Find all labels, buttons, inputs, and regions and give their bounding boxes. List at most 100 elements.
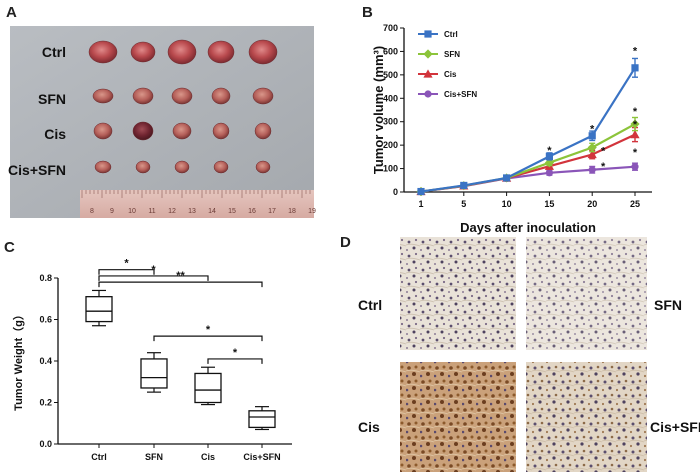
- panel-c-letter: C: [4, 239, 15, 256]
- ruler-number: 13: [188, 208, 196, 215]
- box-sfn: [140, 352, 168, 393]
- tumor: [255, 160, 271, 174]
- x-tick-label: 1: [418, 199, 423, 209]
- legend-label: Cis+SFN: [444, 90, 477, 99]
- bracket-line: [98, 281, 263, 288]
- panel-b-letter: B: [362, 4, 373, 21]
- data-point: [503, 174, 511, 182]
- series-cis: [416, 126, 640, 196]
- data-point: [460, 181, 468, 190]
- y-tick-label: 0.0: [39, 439, 52, 449]
- x-axis-label: Days after inoculation: [460, 220, 596, 235]
- tumor: [135, 160, 151, 174]
- tumor: [248, 39, 278, 65]
- tumor: [93, 122, 113, 140]
- ihc-image-cis-sfn: [526, 362, 647, 472]
- tumor: [132, 87, 154, 105]
- x-tick-label: SFN: [145, 452, 163, 462]
- y-tick-label: 0.8: [39, 273, 52, 283]
- x-tick-label: 10: [502, 199, 512, 209]
- tumor: [254, 122, 272, 140]
- significance-star: *: [601, 145, 606, 157]
- tumor: [174, 160, 190, 174]
- panel-d-letter: D: [340, 234, 351, 251]
- significance-bracket: **: [98, 270, 263, 288]
- significance-bracket: *: [98, 258, 155, 275]
- photo-row-label: SFN: [38, 91, 66, 107]
- box-cis: [194, 366, 222, 406]
- box-cis-sfn: [248, 406, 276, 431]
- significance-bracket: *: [98, 264, 209, 281]
- significance-star: *: [633, 45, 638, 57]
- ruler-number: 11: [148, 208, 155, 215]
- tumor: [92, 88, 114, 104]
- bracket-label: *: [233, 347, 238, 359]
- data-point: [424, 90, 432, 98]
- box: [194, 372, 222, 404]
- y-tick-label: 0.4: [39, 356, 52, 366]
- significance-star: *: [590, 123, 595, 135]
- series-line: [420, 123, 636, 193]
- box-ctrl: [85, 289, 113, 327]
- ihc-label-cis: Cis: [358, 419, 380, 435]
- y-tick-label: 100: [383, 164, 398, 174]
- ruler: [80, 190, 314, 218]
- ihc-label-cis-sfn: Cis+SFN: [650, 419, 700, 435]
- data-point: [423, 69, 433, 78]
- photo-row-label: Cis: [44, 126, 66, 142]
- bracket-label: *: [206, 324, 211, 336]
- tumor: [207, 40, 235, 64]
- tumor: [252, 87, 274, 105]
- ihc-image-cis: [400, 362, 516, 472]
- ruler-number: 16: [248, 208, 256, 215]
- data-point: [630, 130, 640, 139]
- box: [85, 296, 113, 323]
- ruler-number: 12: [168, 208, 176, 215]
- tumors: [88, 39, 278, 174]
- bracket-line: [207, 358, 263, 364]
- ruler-number: 18: [288, 208, 296, 215]
- data-point: [417, 187, 425, 196]
- ruler-number: 8: [90, 208, 94, 215]
- bracket-label: *: [124, 258, 129, 270]
- ruler-number: 14: [208, 208, 216, 215]
- box: [248, 410, 276, 429]
- significance-star: *: [601, 161, 606, 173]
- tumor: [171, 87, 193, 105]
- legend-label: SFN: [444, 50, 460, 59]
- x-tick-label: Ctrl: [91, 452, 107, 462]
- significance-star: *: [633, 147, 638, 159]
- ihc-image-ctrl: [400, 237, 516, 350]
- data-point: [587, 149, 597, 159]
- bracket-label: *: [151, 264, 156, 276]
- data-point: [631, 64, 639, 72]
- data-point: [588, 132, 596, 140]
- series-sfn: [416, 116, 640, 197]
- tumor-photo: 8 9 10 11 12 13 14 15 16 17 18 19 Ctrl SFN Cis Cis+SFN: [8, 26, 316, 218]
- tumor: [213, 160, 229, 174]
- data-point: [588, 166, 596, 174]
- ihc-label-sfn: SFN: [654, 297, 682, 313]
- data-point: [545, 169, 554, 177]
- ihc-image-sfn: [526, 237, 647, 350]
- significance-bracket: *: [207, 347, 263, 364]
- data-point: [545, 152, 553, 160]
- significance-bracket: *: [153, 324, 263, 342]
- tumor: [211, 87, 231, 105]
- x-tick-label: 25: [630, 199, 640, 209]
- data-point: [423, 49, 433, 59]
- tumor: [132, 121, 154, 141]
- legend: Ctrl SFN Cis Cis+SFN: [418, 30, 477, 99]
- series-ctrl: [417, 57, 639, 196]
- tumor: [88, 40, 118, 64]
- ruler-number: 15: [228, 208, 236, 215]
- y-tick-label: 200: [383, 140, 398, 150]
- data-point: [630, 119, 640, 129]
- series-line: [420, 67, 636, 193]
- ruler-number: 9: [110, 208, 114, 215]
- bracket-line: [98, 275, 209, 281]
- significance-star: *: [633, 119, 638, 131]
- y-tick-label: 700: [383, 23, 398, 33]
- legend-label: Cis: [444, 70, 457, 79]
